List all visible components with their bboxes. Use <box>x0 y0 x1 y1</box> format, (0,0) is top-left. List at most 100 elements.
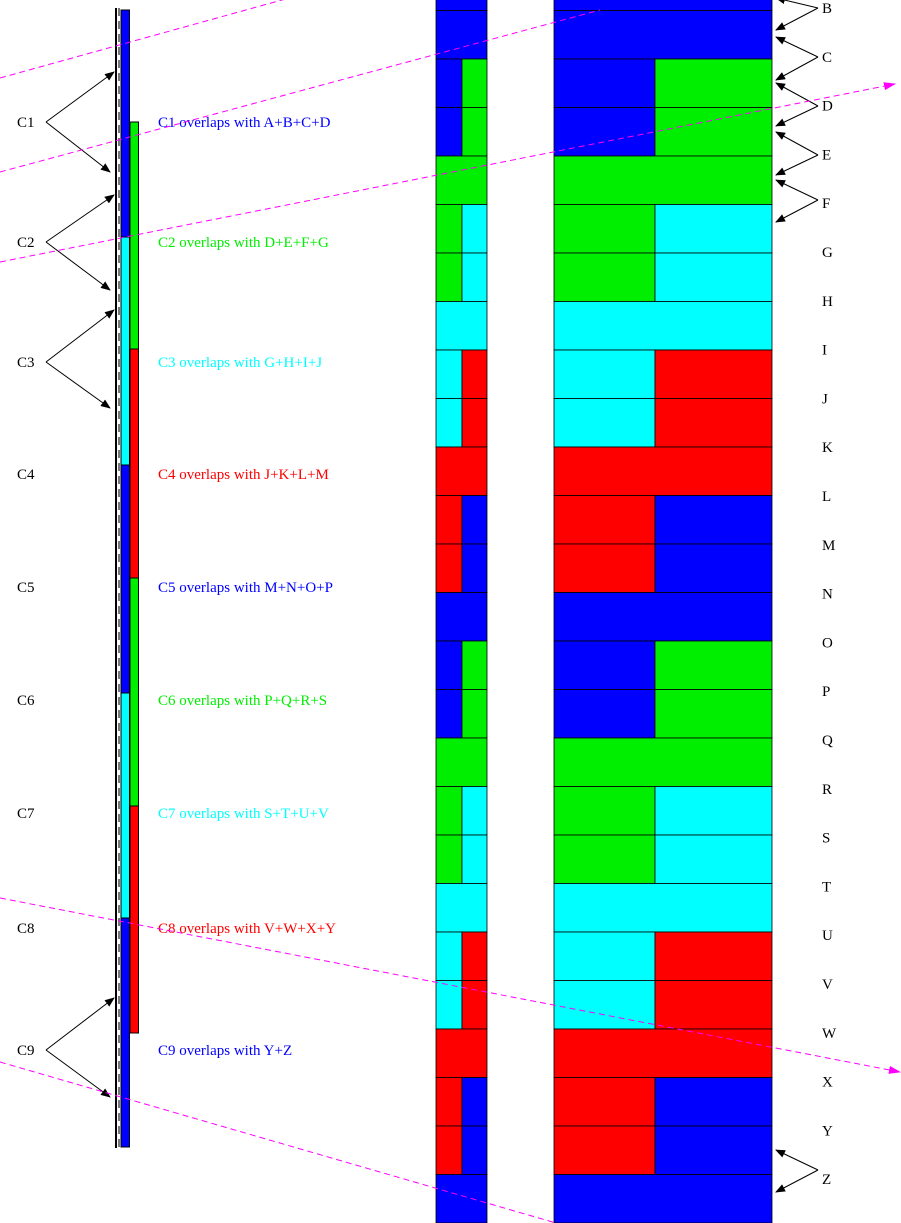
mid-cell <box>462 932 487 981</box>
overlap-text: C7 overlaps with S+T+U+V <box>158 806 329 822</box>
cluster-bar-strip <box>116 8 139 1148</box>
right-cell <box>554 835 655 884</box>
guide-line <box>0 10 600 172</box>
pointer-arrow <box>776 155 818 175</box>
cluster-label: C5 <box>17 580 35 596</box>
right-cell <box>554 1078 655 1127</box>
right-cell <box>554 1175 772 1223</box>
overlap-text: C9 overlaps with Y+Z <box>158 1043 292 1059</box>
pointer-arrow <box>46 72 114 122</box>
overlap-text: C5 overlaps with M+N+O+P <box>158 580 333 596</box>
mid-cell <box>462 690 487 739</box>
right-cell <box>554 884 772 933</box>
cluster-label: C6 <box>17 693 35 709</box>
mid-cell <box>436 59 462 108</box>
pointer-arrow <box>776 180 818 200</box>
cluster-bar-piece <box>130 806 139 1033</box>
mid-cell <box>462 350 487 399</box>
pointer-arrow <box>46 1050 110 1097</box>
guide-line <box>0 0 300 78</box>
right-cell <box>554 932 655 981</box>
segment-label: Z <box>822 1172 831 1188</box>
overlap-descriptions: C1 overlaps with A+B+C+DC2 overlaps with… <box>158 115 336 1059</box>
cluster-label: C8 <box>17 921 35 937</box>
pointer-arrow <box>776 8 818 30</box>
pointer-arrow <box>46 362 110 408</box>
right-cell <box>554 350 655 399</box>
segment-label: C <box>822 50 832 66</box>
segment-label: T <box>822 879 831 895</box>
segment-label: U <box>822 928 833 944</box>
cluster-bar-piece <box>121 237 130 465</box>
mid-cell <box>436 835 462 884</box>
overlap-text: C2 overlaps with D+E+F+G <box>158 235 329 251</box>
mid-cell <box>462 399 487 448</box>
overlap-text: C3 overlaps with G+H+I+J <box>158 355 322 371</box>
right-cell <box>554 205 655 254</box>
pointer-arrow <box>46 195 114 242</box>
right-cell <box>655 350 772 399</box>
segment-label: G <box>822 245 833 261</box>
mid-cell <box>462 496 487 545</box>
mid-cell <box>462 253 487 302</box>
overlap-text: C8 overlaps with V+W+X+Y <box>158 921 336 937</box>
cluster-label: C1 <box>17 115 35 131</box>
cluster-bar-piece <box>121 918 130 1147</box>
right-cell <box>554 399 655 448</box>
right-cell <box>655 690 772 739</box>
mid-cell <box>462 544 487 593</box>
segment-label: J <box>822 391 828 407</box>
pointer-arrow <box>776 200 818 222</box>
right-cell <box>554 302 772 351</box>
right-cell <box>655 787 772 836</box>
right-cell <box>554 59 655 108</box>
mid-cell <box>436 544 462 593</box>
right-cell <box>655 205 772 254</box>
mid-cell <box>436 1029 487 1078</box>
right-cell <box>655 399 772 448</box>
segment-label: O <box>822 635 833 651</box>
overlap-text: C4 overlaps with J+K+L+M <box>158 467 329 483</box>
cluster-labels: C1C2C3C4C5C6C7C8C9 <box>17 115 35 1059</box>
right-cell <box>554 11 772 60</box>
mid-cell <box>462 205 487 254</box>
right-cell <box>554 1126 655 1175</box>
mid-cell <box>436 1126 462 1175</box>
mid-cell <box>436 981 462 1030</box>
mid-cell <box>436 496 462 545</box>
mid-cell <box>462 787 487 836</box>
segment-label: I <box>822 343 827 359</box>
mid-cell <box>436 399 462 448</box>
segment-label: H <box>822 294 833 310</box>
mid-cell <box>462 641 487 690</box>
mid-cell <box>436 108 462 157</box>
pointer-arrow <box>46 998 114 1050</box>
segment-label: L <box>822 489 831 505</box>
mid-cell <box>436 205 462 254</box>
mid-cell <box>436 0 487 11</box>
segment-label: N <box>822 587 833 603</box>
segment-label: F <box>822 196 830 212</box>
right-cell <box>655 641 772 690</box>
mid-cell <box>462 108 487 157</box>
mid-cell <box>436 350 462 399</box>
segment-label: W <box>822 1026 837 1042</box>
right-segment-column <box>554 0 772 1223</box>
overlap-text: C6 overlaps with P+Q+R+S <box>158 693 327 709</box>
mid-cell <box>436 156 487 205</box>
pointer-arrow <box>776 1150 818 1170</box>
right-cell <box>655 1078 772 1127</box>
cluster-bar-piece <box>121 465 130 693</box>
right-cell <box>655 253 772 302</box>
cluster-label: C9 <box>17 1043 35 1059</box>
right-cell <box>655 496 772 545</box>
segment-label: P <box>822 684 830 700</box>
segment-label: B <box>822 1 832 17</box>
segment-label: D <box>822 99 833 115</box>
mid-cell <box>462 835 487 884</box>
cluster-bar-piece <box>130 578 139 806</box>
mid-cell <box>436 932 462 981</box>
right-cell <box>655 108 772 157</box>
right-cell <box>554 1029 772 1078</box>
mid-cell <box>436 787 462 836</box>
